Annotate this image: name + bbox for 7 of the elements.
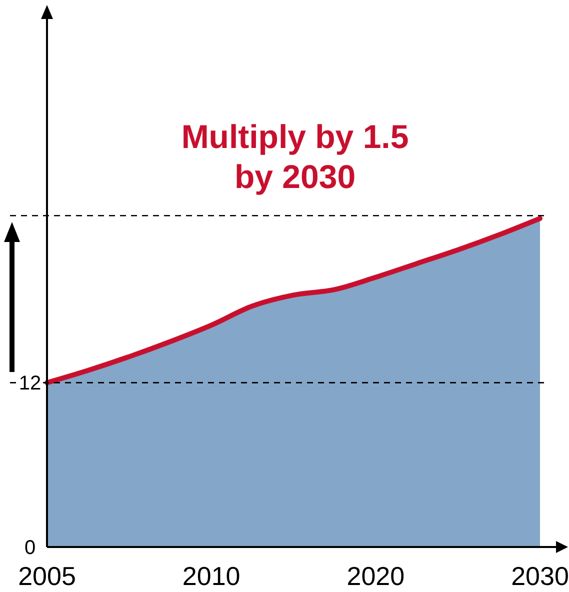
x-tick-label: 2010 (182, 561, 240, 591)
y-tick-label: 0 (24, 537, 36, 559)
text: Multiply by 1.5 by 2030 (181, 118, 409, 195)
x-tick-label: 2005 (18, 561, 76, 591)
x-tick-label: 2020 (346, 561, 405, 591)
y-tick-label: 12 (18, 372, 42, 395)
x-tick-label: 2030 (511, 561, 569, 591)
